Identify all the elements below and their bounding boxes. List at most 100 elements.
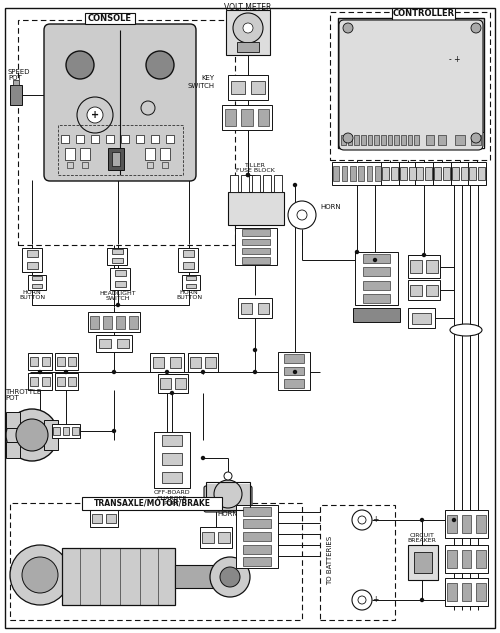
Bar xyxy=(400,167,406,180)
Bar xyxy=(18,20,235,245)
Bar xyxy=(244,557,270,566)
Bar xyxy=(72,427,78,435)
Bar xyxy=(244,532,270,541)
Circle shape xyxy=(294,184,296,187)
Bar xyxy=(374,135,379,145)
Bar xyxy=(176,379,186,389)
Bar xyxy=(166,135,174,143)
Bar xyxy=(116,339,130,348)
Bar xyxy=(238,298,272,318)
Circle shape xyxy=(420,518,424,522)
Bar xyxy=(382,167,388,180)
Circle shape xyxy=(254,370,256,373)
Bar xyxy=(476,583,486,601)
Circle shape xyxy=(220,567,240,587)
Circle shape xyxy=(224,472,232,480)
Circle shape xyxy=(77,97,113,133)
Bar xyxy=(67,162,73,168)
Bar xyxy=(112,258,122,263)
Circle shape xyxy=(112,430,116,432)
Circle shape xyxy=(374,258,376,261)
Text: TO BATTERIES: TO BATTERIES xyxy=(327,536,333,584)
Bar xyxy=(182,262,194,268)
Bar xyxy=(228,75,268,100)
Bar xyxy=(28,275,46,290)
Circle shape xyxy=(288,201,316,229)
Bar xyxy=(52,424,80,438)
Bar xyxy=(361,135,366,145)
Bar xyxy=(55,353,78,370)
Bar xyxy=(362,254,390,263)
Bar xyxy=(368,135,372,145)
Bar xyxy=(354,135,359,145)
Bar xyxy=(242,110,252,125)
Bar xyxy=(160,379,171,389)
Circle shape xyxy=(352,510,372,530)
Bar xyxy=(160,148,170,160)
Bar xyxy=(392,8,455,20)
Bar xyxy=(206,482,250,510)
Bar xyxy=(353,308,400,322)
Bar xyxy=(152,357,164,368)
Bar xyxy=(355,252,398,305)
Bar xyxy=(129,315,138,329)
Text: TRANSAXLE/MOTOR/BRAKE: TRANSAXLE/MOTOR/BRAKE xyxy=(94,499,210,508)
Bar xyxy=(186,284,196,288)
Bar xyxy=(62,427,70,435)
Bar xyxy=(408,308,435,328)
Bar xyxy=(381,135,386,145)
Bar xyxy=(28,373,52,390)
Bar xyxy=(90,510,118,527)
Bar xyxy=(162,472,182,484)
Text: OFF-BOARD
CHARGER
PORT: OFF-BOARD CHARGER PORT xyxy=(154,490,190,506)
Bar xyxy=(408,135,412,145)
Bar xyxy=(182,250,194,256)
Bar xyxy=(455,135,465,145)
Bar xyxy=(348,135,352,145)
Bar xyxy=(230,175,238,192)
Circle shape xyxy=(10,545,70,605)
Circle shape xyxy=(116,303,119,306)
Bar xyxy=(162,162,168,168)
Bar xyxy=(116,315,125,329)
Bar xyxy=(333,166,339,181)
Bar xyxy=(451,162,469,185)
Circle shape xyxy=(358,596,366,604)
Bar xyxy=(236,505,278,568)
Text: HEADLIGHT
SWITCH: HEADLIGHT SWITCH xyxy=(100,291,136,301)
Bar xyxy=(284,379,304,388)
Circle shape xyxy=(343,133,353,143)
Bar xyxy=(426,135,434,145)
Circle shape xyxy=(146,51,174,79)
Bar xyxy=(340,132,420,148)
Bar xyxy=(410,260,422,273)
Bar xyxy=(175,565,225,588)
Circle shape xyxy=(246,173,250,177)
Bar xyxy=(162,435,182,446)
Bar xyxy=(263,175,271,192)
Bar xyxy=(145,148,155,160)
Bar xyxy=(121,135,129,143)
Bar xyxy=(136,135,144,143)
Bar xyxy=(222,105,272,130)
Bar xyxy=(274,175,282,192)
Bar xyxy=(98,339,112,348)
Bar xyxy=(92,514,102,523)
Bar xyxy=(452,132,484,148)
Bar xyxy=(22,248,42,272)
Bar xyxy=(408,545,438,580)
Bar xyxy=(68,377,76,386)
Bar xyxy=(218,532,230,543)
Bar xyxy=(342,166,347,181)
Bar xyxy=(65,148,75,160)
Bar xyxy=(416,167,422,180)
Bar xyxy=(242,248,270,254)
Bar xyxy=(178,248,198,272)
Bar xyxy=(54,427,60,435)
Bar xyxy=(68,357,76,366)
Bar xyxy=(244,507,270,516)
Bar xyxy=(10,85,22,105)
Bar xyxy=(13,80,19,85)
Bar xyxy=(350,166,356,181)
Bar xyxy=(401,135,406,145)
